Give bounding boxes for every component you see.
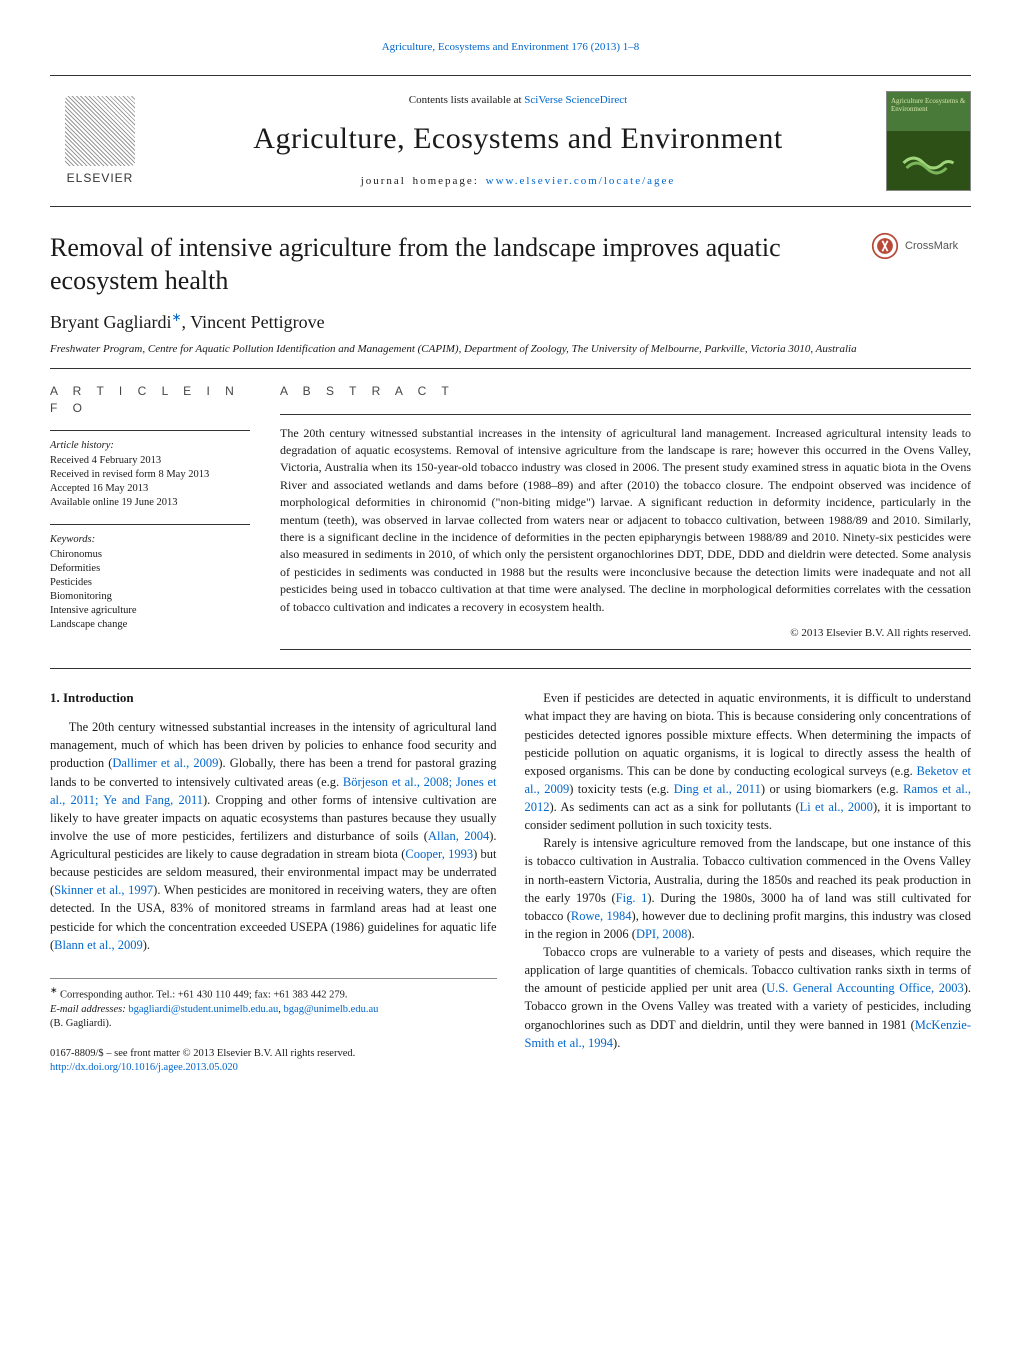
- author-2: , Vincent Pettigrove: [182, 312, 325, 332]
- citation-link[interactable]: Blann et al., 2009: [54, 938, 143, 952]
- info-rule: [50, 524, 250, 525]
- body-text: Even if pesticides are detected in aquat…: [525, 691, 972, 778]
- body-text: ).: [613, 1036, 620, 1050]
- abstract-rule: [280, 414, 971, 415]
- citation-link[interactable]: U.S. General Accounting Office, 2003: [766, 981, 964, 995]
- author-email-link[interactable]: bgagliardi@student.unimelb.edu.au: [128, 1004, 278, 1015]
- authors: Bryant Gagliardi∗, Vincent Pettigrove: [50, 309, 971, 335]
- corresponding-author-marker[interactable]: ∗: [171, 310, 181, 324]
- article-info-column: A R T I C L E I N F O Article history: R…: [50, 383, 250, 650]
- title-row: Removal of intensive agriculture from th…: [50, 232, 971, 297]
- homepage-prefix: journal homepage:: [361, 175, 486, 187]
- email-attribution: (B. Gagliardi).: [50, 1017, 497, 1031]
- body-paragraph: Even if pesticides are detected in aquat…: [525, 689, 972, 834]
- keyword: Pesticides: [50, 577, 92, 588]
- history-line: Accepted 16 May 2013: [50, 483, 148, 494]
- citation-link[interactable]: Skinner et al., 1997: [54, 883, 153, 897]
- abstract-heading: A B S T R A C T: [280, 383, 971, 400]
- body-paragraph: Tobacco crops are vulnerable to a variet…: [525, 943, 972, 1052]
- author-1: Bryant Gagliardi: [50, 312, 171, 332]
- contents-available-line: Contents lists available at SciVerse Sci…: [150, 93, 886, 108]
- body-text: ) or using biomarkers (e.g.: [761, 782, 903, 796]
- body-left-column: 1. Introduction The 20th century witness…: [50, 689, 497, 1075]
- contents-prefix: Contents lists available at: [409, 94, 524, 106]
- keyword: Deformities: [50, 563, 100, 574]
- email-label: E-mail addresses:: [50, 1004, 128, 1015]
- body-text: ). As sediments can act as a sink for po…: [550, 800, 800, 814]
- email-footnote: E-mail addresses: bgagliardi@student.uni…: [50, 1003, 497, 1017]
- doi-link[interactable]: http://dx.doi.org/10.1016/j.agee.2013.05…: [50, 1062, 238, 1073]
- elsevier-wordmark: ELSEVIER: [67, 170, 134, 187]
- keyword: Intensive agriculture: [50, 605, 137, 616]
- info-rule: [50, 430, 250, 431]
- issn-line: 0167-8809/$ – see front matter © 2013 El…: [50, 1047, 497, 1061]
- info-abstract-row: A R T I C L E I N F O Article history: R…: [50, 383, 971, 650]
- elsevier-logo: ELSEVIER: [50, 86, 150, 196]
- history-label: Article history:: [50, 440, 114, 451]
- journal-cover-thumbnail: Agriculture Ecosystems & Environment: [886, 91, 971, 191]
- keyword: Biomonitoring: [50, 591, 112, 602]
- footnote-text: Corresponding author. Tel.: +61 430 110 …: [60, 989, 348, 1000]
- crossmark-badge[interactable]: CrossMark: [871, 232, 971, 260]
- running-header-link[interactable]: Agriculture, Ecosystems and Environment …: [382, 41, 640, 53]
- footnotes-block: ∗ Corresponding author. Tel.: +61 430 11…: [50, 978, 497, 1031]
- section-heading: 1. Introduction: [50, 689, 497, 708]
- crossmark-icon: [871, 232, 899, 260]
- body-right-column: Even if pesticides are detected in aquat…: [525, 689, 972, 1075]
- affiliation: Freshwater Program, Centre for Aquatic P…: [50, 342, 971, 356]
- journal-homepage-link[interactable]: www.elsevier.com/locate/agee: [486, 175, 676, 187]
- history-line: Received 4 February 2013: [50, 455, 161, 466]
- crossmark-label: CrossMark: [905, 239, 958, 254]
- divider-rule: [50, 668, 971, 669]
- masthead-center: Contents lists available at SciVerse Sci…: [150, 93, 886, 190]
- keywords-block: Keywords: Chironomus Deformities Pestici…: [50, 533, 250, 632]
- citation-link[interactable]: Dallimer et al., 2009: [112, 756, 218, 770]
- corresponding-author-footnote: ∗ Corresponding author. Tel.: +61 430 11…: [50, 985, 497, 1003]
- abstract-rule-bottom: [280, 649, 971, 650]
- masthead: ELSEVIER Contents lists available at Sci…: [50, 75, 971, 207]
- article-history-block: Article history: Received 4 February 201…: [50, 439, 250, 510]
- cover-swirl-icon: [897, 148, 960, 178]
- keywords-label: Keywords:: [50, 534, 95, 545]
- citation-link[interactable]: DPI, 2008: [636, 927, 687, 941]
- citation-link[interactable]: Li et al., 2000: [800, 800, 873, 814]
- keyword: Chironomus: [50, 549, 102, 560]
- body-text: ) toxicity tests (e.g.: [569, 782, 674, 796]
- citation-link[interactable]: Allan, 2004: [428, 829, 489, 843]
- citation-link[interactable]: Cooper, 1993: [405, 847, 473, 861]
- footer-meta: 0167-8809/$ – see front matter © 2013 El…: [50, 1047, 497, 1075]
- body-paragraph: The 20th century witnessed substantial i…: [50, 718, 497, 954]
- citation-link[interactable]: Rowe, 1984: [571, 909, 632, 923]
- cover-label: Agriculture Ecosystems & Environment: [891, 98, 970, 113]
- keyword: Landscape change: [50, 619, 127, 630]
- sciencedirect-link[interactable]: SciVerse ScienceDirect: [524, 94, 627, 106]
- abstract-copyright: © 2013 Elsevier B.V. All rights reserved…: [280, 626, 971, 641]
- body-text: ).: [143, 938, 150, 952]
- figure-link[interactable]: Fig. 1: [616, 891, 648, 905]
- article-info-heading: A R T I C L E I N F O: [50, 383, 250, 417]
- elsevier-tree-icon: [65, 96, 135, 166]
- body-text: ).: [687, 927, 694, 941]
- journal-title: Agriculture, Ecosystems and Environment: [150, 118, 886, 160]
- journal-homepage-line: journal homepage: www.elsevier.com/locat…: [150, 174, 886, 189]
- citation-link[interactable]: Ding et al., 2011: [674, 782, 761, 796]
- abstract-text: The 20th century witnessed substantial i…: [280, 425, 971, 616]
- divider-rule: [50, 368, 971, 369]
- author-email-link[interactable]: bgag@unimelb.edu.au: [284, 1004, 379, 1015]
- history-line: Available online 19 June 2013: [50, 497, 178, 508]
- body-paragraph: Rarely is intensive agriculture removed …: [525, 834, 972, 943]
- history-line: Received in revised form 8 May 2013: [50, 469, 209, 480]
- abstract-column: A B S T R A C T The 20th century witness…: [280, 383, 971, 650]
- article-title: Removal of intensive agriculture from th…: [50, 232, 871, 297]
- running-header: Agriculture, Ecosystems and Environment …: [50, 40, 971, 55]
- body-two-column: 1. Introduction The 20th century witness…: [50, 689, 971, 1075]
